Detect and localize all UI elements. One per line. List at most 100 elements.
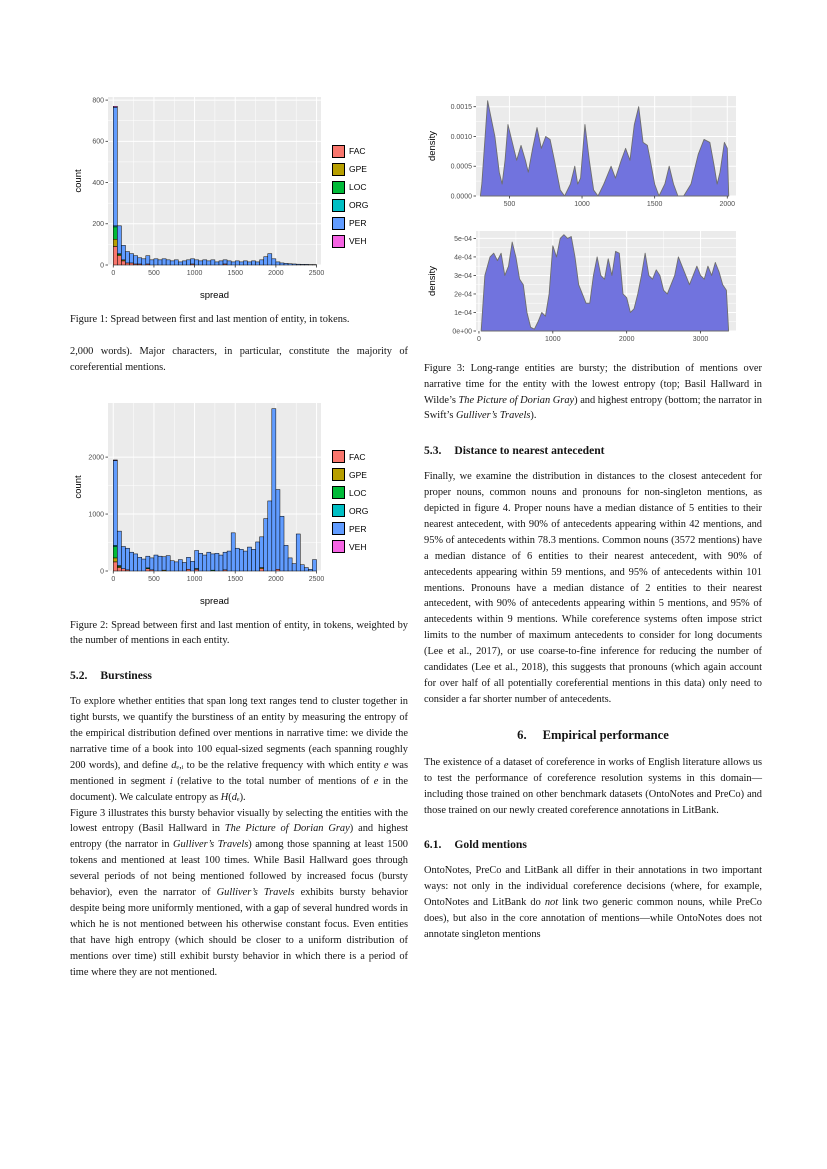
- svg-text:2e-04: 2e-04: [454, 291, 472, 298]
- svg-text:3000: 3000: [693, 336, 709, 343]
- svg-text:0: 0: [477, 336, 481, 343]
- svg-text:2000: 2000: [88, 454, 104, 461]
- heading-title: Burstiness: [100, 669, 152, 683]
- figure-1: 0 200 400 600 800 0 500 1000 1500 2000 2500 spread c…: [72, 90, 408, 302]
- legend-item-gpe: GPE: [332, 162, 368, 176]
- svg-text:0: 0: [100, 568, 104, 575]
- figure3-caption: Figure 3: Long-range entities are bursty…: [424, 363, 762, 422]
- svg-text:500: 500: [504, 201, 516, 208]
- legend-item-per: PER: [332, 216, 368, 230]
- legend-swatch: [332, 144, 345, 158]
- svg-text:3e-04: 3e-04: [454, 273, 472, 280]
- heading-title: Gold mentions: [454, 838, 527, 852]
- figure2-caption: Figure 2: Spread between first and last …: [70, 619, 408, 647]
- svg-text:spread: spread: [200, 290, 229, 301]
- legend-label: PER: [349, 523, 367, 534]
- heading-title: Empirical performance: [542, 727, 669, 742]
- svg-text:2500: 2500: [309, 270, 324, 277]
- legend-label: VEH: [349, 236, 367, 246]
- svg-text:2000: 2000: [268, 576, 284, 583]
- paragraph-5-1-continuation: 2,000 words). Major characters, in parti…: [70, 345, 408, 373]
- svg-text:0.0015: 0.0015: [451, 104, 473, 111]
- legend-swatch: [332, 486, 345, 500]
- figure2-legend: FAC GPE LOC ORG PER VEH: [332, 450, 368, 554]
- svg-text:density: density: [427, 266, 438, 296]
- legend-item-per: PER: [332, 522, 368, 536]
- paragraph-5-3-1: Finally, we examine the distribution in …: [424, 471, 762, 705]
- svg-text:2000: 2000: [719, 201, 735, 208]
- svg-text:1000: 1000: [545, 336, 561, 343]
- figure3-density-top: 0.0000 0.0005 0.0010 0.0015 500 1000 1500 2000 d…: [426, 90, 762, 216]
- figure2-chart-row: 0 1000 2000 0 500 1000 1500 2000 2500 spread count…: [72, 396, 408, 608]
- heading-6-1-gold-mentions: 6.1. Gold mentions: [424, 838, 762, 851]
- legend-swatch: [332, 468, 345, 482]
- legend-item-loc: LOC: [332, 486, 368, 500]
- svg-text:0.0010: 0.0010: [451, 134, 473, 141]
- svg-text:0: 0: [111, 270, 115, 277]
- figure1-caption: Figure 1: Spread between first and last …: [70, 314, 350, 325]
- legend-swatch: [332, 504, 345, 518]
- svg-text:500: 500: [148, 576, 160, 583]
- svg-text:count: count: [73, 475, 84, 499]
- legend-item-org: ORG: [332, 504, 368, 518]
- svg-text:0e+00: 0e+00: [452, 328, 472, 335]
- figure1-legend: FAC GPE LOC ORG PER VEH: [332, 144, 369, 248]
- figure1-histogram: 0 200 400 600 800 0 500 1000 1500 2000 2500 spread c…: [72, 90, 324, 302]
- legend-item-gpe: GPE: [332, 468, 368, 482]
- svg-text:1500: 1500: [227, 576, 243, 583]
- legend-label: LOC: [349, 487, 367, 498]
- svg-text:0: 0: [100, 262, 104, 269]
- svg-text:2500: 2500: [309, 576, 324, 583]
- svg-text:800: 800: [92, 97, 104, 104]
- heading-6-empirical-performance: 6. Empirical performance: [424, 728, 762, 743]
- svg-text:1000: 1000: [88, 511, 104, 518]
- heading-5-3-distance: 5.3. Distance to nearest antecedent: [424, 444, 762, 457]
- legend-swatch: [332, 180, 345, 194]
- figure1-chart-row: 0 200 400 600 800 0 500 1000 1500 2000 2500 spread c…: [72, 90, 408, 302]
- legend-label: LOC: [349, 182, 367, 192]
- legend-swatch: [332, 450, 345, 464]
- svg-text:2000: 2000: [619, 336, 635, 343]
- left-column: 0 200 400 600 800 0 500 1000 1500 2000 2500 spread c…: [70, 90, 408, 981]
- legend-label: FAC: [349, 146, 366, 156]
- svg-text:spread: spread: [200, 596, 229, 607]
- svg-text:2000: 2000: [268, 270, 284, 277]
- svg-text:0: 0: [111, 576, 115, 583]
- figure-2: 0 1000 2000 0 500 1000 1500 2000 2500 spread count…: [72, 396, 408, 608]
- legend-item-fac: FAC: [332, 144, 368, 158]
- legend-item-org: ORG: [332, 198, 369, 212]
- legend-item-veh: VEH: [332, 540, 368, 554]
- figure3-density-bottom: 0e+00 1e-04 2e-04 3e-04 4e-04 5e-04 0 1000 2000 3…: [426, 225, 762, 351]
- svg-text:1e-04: 1e-04: [454, 310, 472, 317]
- legend-swatch: [332, 540, 345, 554]
- figure-3: 0.0000 0.0005 0.0010 0.0015 500 1000 1500 2000 d…: [426, 90, 762, 351]
- paragraph-6-1: The existence of a dataset of coreferenc…: [424, 756, 762, 816]
- legend-item-loc: LOC: [332, 180, 368, 194]
- svg-text:density: density: [427, 131, 438, 161]
- heading-number: 5.2.: [70, 669, 88, 683]
- svg-text:1000: 1000: [187, 576, 203, 583]
- legend-label: GPE: [349, 164, 367, 174]
- heading-number: 6.: [517, 727, 527, 742]
- legend-label: GPE: [349, 469, 367, 480]
- paragraph-5-2-2: Figure 3 illustrates this bursty behavio…: [70, 807, 409, 978]
- legend-swatch: [332, 216, 345, 230]
- svg-text:500: 500: [148, 270, 160, 277]
- legend-label: ORG: [349, 200, 369, 210]
- svg-text:1500: 1500: [647, 201, 663, 208]
- legend-item-veh: VEH: [332, 234, 368, 248]
- heading-5-2-burstiness: 5.2. Burstiness: [70, 669, 408, 682]
- paragraph-5-2-1: To explore whether entities that span lo…: [70, 696, 408, 803]
- svg-text:0.0005: 0.0005: [451, 164, 473, 171]
- heading-number: 5.3.: [424, 444, 442, 458]
- svg-text:5e-04: 5e-04: [454, 236, 472, 243]
- legend-swatch: [332, 522, 345, 536]
- svg-text:1000: 1000: [187, 270, 203, 277]
- svg-text:count: count: [73, 169, 84, 193]
- legend-label: VEH: [349, 541, 367, 552]
- svg-text:400: 400: [92, 180, 104, 187]
- legend-label: FAC: [349, 451, 366, 462]
- figure2-histogram: 0 1000 2000 0 500 1000 1500 2000 2500 spread count: [72, 396, 324, 608]
- right-column: 0.0000 0.0005 0.0010 0.0015 500 1000 1500 2000 d…: [424, 90, 762, 943]
